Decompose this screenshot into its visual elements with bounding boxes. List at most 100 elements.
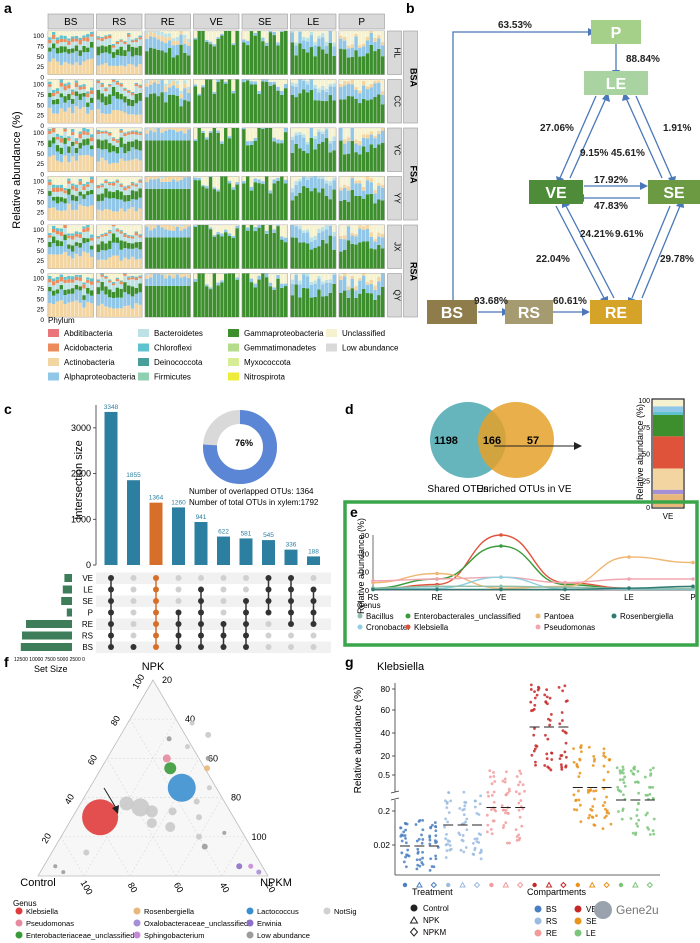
sample-point: [444, 856, 448, 859]
stack-segment: [104, 91, 108, 97]
stack-segment: [59, 201, 63, 211]
stack-segment: [164, 274, 168, 279]
sample-point: [462, 850, 466, 854]
stack-segment: [160, 274, 164, 286]
stack-segment: [51, 281, 56, 286]
venn-enriched: [478, 402, 554, 478]
stack-segment: [100, 79, 104, 83]
stack-segment: [205, 38, 209, 40]
legend-label: Lactococcus: [257, 907, 299, 916]
sample-point: [588, 789, 592, 793]
stack-segment: [193, 176, 198, 178]
ternary-point: [236, 863, 243, 870]
stack-segment: [119, 79, 123, 83]
facet-bs-cc: [47, 79, 94, 124]
stack-segment: [358, 103, 362, 123]
sample-point: [651, 766, 655, 770]
stack-segment: [294, 226, 298, 238]
stack-segment: [346, 57, 351, 75]
stack-segment: [89, 284, 94, 291]
facet-se-yy: [241, 176, 288, 221]
stack-segment: [224, 31, 228, 75]
stack-segment: [134, 128, 139, 131]
stack-segment: [152, 128, 157, 133]
sample-point: [548, 718, 552, 722]
series-line: [372, 534, 693, 590]
stack-segment: [63, 176, 67, 185]
sample-point: [533, 747, 537, 751]
stack-segment: [294, 42, 298, 46]
stack-segment: [171, 31, 176, 37]
stack-segment: [134, 131, 139, 135]
stack-segment: [138, 46, 142, 56]
stack-segment: [108, 132, 112, 136]
stack-segment: [294, 274, 298, 285]
stack-segment: [365, 277, 370, 283]
stack-segment: [358, 48, 362, 57]
arrow-ve-le: [569, 97, 607, 179]
sample-point: [444, 837, 448, 841]
stack-segment: [369, 44, 373, 75]
stack-segment: [123, 273, 127, 276]
stack-segment: [82, 128, 86, 132]
stack-segment: [380, 142, 385, 172]
stack-segment: [78, 234, 82, 238]
stack-segment: [231, 187, 236, 190]
stack-segment: [74, 284, 79, 290]
stack-segment: [160, 128, 164, 129]
stack-segment: [369, 274, 373, 280]
stack-segment: [302, 274, 306, 288]
stack-segment: [183, 128, 187, 134]
stack-segment: [361, 289, 366, 317]
stack-segment: [224, 229, 228, 233]
ternary-point: [146, 818, 157, 829]
stack-segment: [67, 255, 71, 269]
stack-segment: [298, 131, 302, 135]
stack-segment: [175, 88, 179, 96]
matrix-dot: [175, 586, 182, 593]
sample-point: [459, 848, 463, 852]
stack-segment: [127, 294, 131, 306]
stack-segment: [104, 233, 108, 237]
matrix-stripe: [96, 595, 331, 607]
sample-point: [591, 764, 595, 767]
stack-segment: [186, 45, 191, 56]
g-y-tick-label: 60: [381, 705, 391, 715]
stack-segment: [183, 228, 187, 238]
stack-segment: [205, 31, 209, 39]
stack-segment: [183, 273, 187, 277]
stack-segment: [167, 31, 172, 34]
stack-segment: [257, 79, 261, 88]
stack-segment: [127, 132, 131, 135]
stack-segment: [179, 89, 183, 91]
stack-segment: [127, 85, 131, 90]
stack-segment: [216, 31, 220, 35]
sample-point: [621, 771, 625, 775]
tick-label: 50: [642, 452, 650, 459]
stack-segment: [134, 280, 139, 288]
stack-segment: [78, 237, 82, 243]
matrix-dot: [288, 644, 294, 650]
facet-bs-jx: [47, 224, 94, 269]
series-point: [499, 544, 503, 548]
stack-segment: [324, 275, 329, 280]
stack-segment: [74, 176, 79, 180]
ternary-point: [201, 843, 208, 850]
stack-segment: [276, 83, 280, 87]
e-x-tick-label: RS: [367, 593, 378, 602]
stack-segment: [48, 275, 52, 280]
stack-segment: [212, 189, 217, 220]
stack-segment: [119, 225, 123, 228]
stack-segment: [208, 41, 213, 45]
facet-le-yc: [290, 127, 337, 172]
stack-segment: [70, 282, 75, 289]
sample-point: [503, 780, 507, 784]
arrow-le-ve: [559, 95, 597, 179]
stack-segment: [82, 189, 86, 195]
stack-segment: [264, 226, 269, 231]
venn-right-label: Enriched OTUs in VE: [476, 484, 571, 495]
stack-segment: [332, 236, 336, 250]
stack-segment: [242, 39, 246, 43]
stack-segment: [89, 225, 94, 230]
series-point: [435, 577, 439, 581]
